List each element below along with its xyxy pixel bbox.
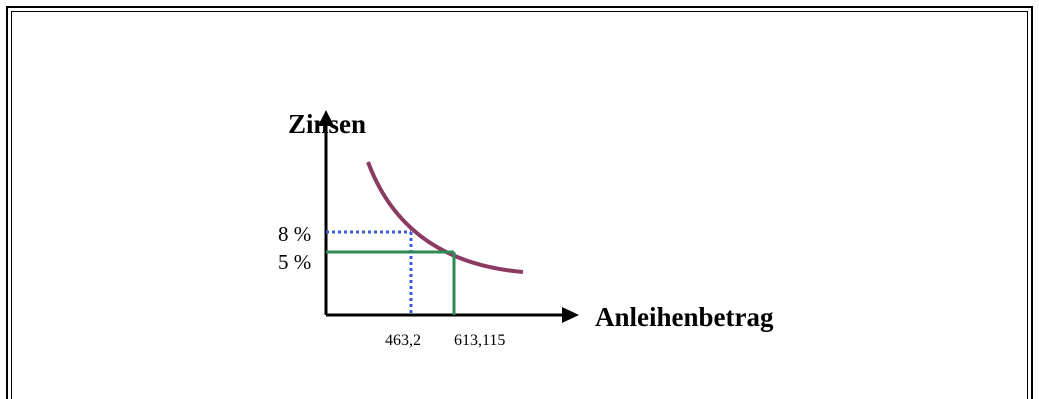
y-axis-arrowhead [318,110,334,126]
y-tick-label-5-percent: 5 % [278,250,311,274]
x-axis-arrowhead [562,307,579,323]
x-tick-label-613: 613,115 [454,332,505,349]
y-axis-title: Zinsen [288,109,366,139]
demand-curve [366,161,524,274]
x-tick-label-463: 463,2 [385,332,421,349]
inner-frame [11,11,1028,399]
outer-frame [6,6,1033,399]
x-axis-title: Anleihenbetrag [595,302,774,332]
y-tick-label-8-percent: 8 % [278,222,311,246]
